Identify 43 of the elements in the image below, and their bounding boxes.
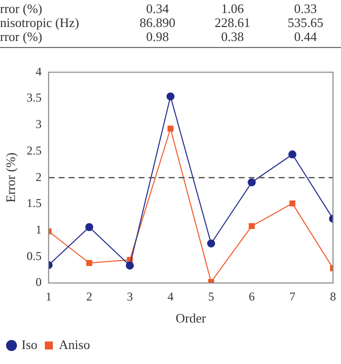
text: 1.06 [220,1,245,16]
x-tick-label: 2 [86,289,92,304]
text: 0.38 [220,29,245,44]
point [168,126,174,132]
point [166,92,174,100]
x-tick-label: 3 [126,289,133,304]
y-tick-label: 0 [36,275,42,290]
text: 0.44 [293,29,318,44]
x-axis-title: Order [176,310,207,326]
y-tick-label: 3 [36,117,42,132]
text: 228.61 [214,15,252,30]
y-tick-label: 2 [36,170,42,184]
x-tick-label: 1 [46,289,52,304]
text: rror (%) [0,1,44,16]
x-tick-label: 8 [330,289,336,304]
y-axis-title: Error (%) [3,152,18,203]
y-tick-label: 0.5 [26,248,42,263]
x-tick-label: 6 [248,289,255,304]
text: rror (%) [0,29,42,44]
text: 0.34 [145,1,170,16]
point [126,262,134,270]
legend-label: Iso [22,336,38,352]
legend-label: Aniso [58,336,90,352]
y-tick-label: 2.5 [26,143,42,158]
y-tick-label: 1 [36,222,42,236]
y-tick-label: 3.5 [26,90,42,105]
point [86,260,92,266]
point [288,150,296,158]
x-tick-label: 4 [167,289,174,304]
x-tick-label: 5 [208,289,214,304]
point [248,223,255,230]
point [207,239,216,248]
x-tick-label: 7 [289,289,296,304]
point [248,178,256,186]
text: nisotropic (Hz) [0,15,80,30]
point [289,200,296,206]
point [85,223,94,232]
y-tick-label: 4 [36,64,42,78]
text: 86.890 [138,15,176,30]
text: 535.65 [286,15,324,30]
text: 0.98 [145,29,170,44]
text: 0.33 [293,1,318,16]
y-tick-label: 1.5 [26,196,42,210]
